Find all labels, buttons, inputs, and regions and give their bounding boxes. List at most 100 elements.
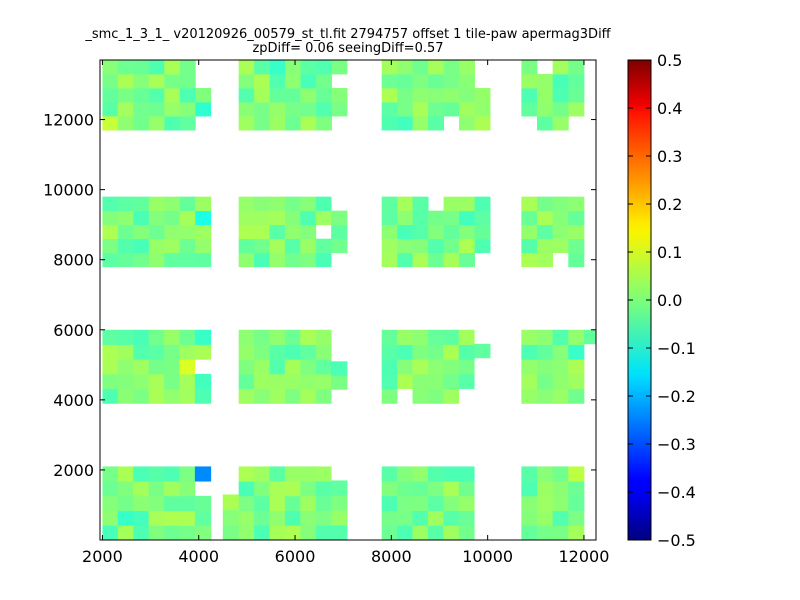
heatmap-cell	[428, 210, 445, 226]
heatmap-cell	[474, 88, 491, 103]
heatmap-cell	[117, 329, 134, 345]
heatmap-cell	[443, 388, 460, 404]
heatmap-cell	[102, 102, 119, 117]
heatmap-cell	[285, 74, 301, 89]
heatmap-cell	[381, 495, 398, 511]
heatmap-cell	[412, 329, 429, 345]
heatmap-cell	[238, 74, 255, 89]
heatmap-cell	[458, 373, 475, 390]
heatmap-cell	[254, 102, 271, 117]
heatmap-cell	[381, 344, 398, 360]
heatmap-cell	[102, 224, 119, 240]
heatmap-cell	[412, 102, 429, 117]
heatmap-cell	[133, 525, 150, 541]
heatmap-cell	[427, 388, 444, 404]
heatmap-cell	[148, 388, 165, 404]
heatmap-cell	[412, 359, 429, 375]
heatmap-cell	[300, 102, 317, 117]
heatmap-cell	[537, 224, 554, 240]
heatmap-cell	[133, 196, 150, 212]
heatmap-cell	[300, 525, 317, 541]
heatmap-cell	[102, 252, 119, 268]
heatmap-cell	[102, 466, 119, 482]
heatmap-cell	[381, 329, 398, 345]
colorbar-tick-label: 0.5	[657, 51, 682, 70]
heatmap-cell	[117, 525, 134, 541]
heatmap-cell	[179, 481, 196, 497]
heatmap-cell	[254, 481, 270, 497]
heatmap-cell	[133, 224, 150, 240]
heatmap-cell	[316, 116, 332, 131]
colorbar-tick-label: −0.3	[657, 435, 696, 454]
heatmap-cell	[428, 60, 445, 75]
heatmap-cell	[117, 60, 134, 75]
heatmap-cell	[164, 495, 180, 511]
heatmap-cell	[117, 210, 134, 226]
heatmap-cell	[521, 238, 538, 254]
heatmap-cell	[284, 210, 301, 226]
heatmap-cell	[568, 88, 585, 103]
heatmap-cell	[254, 60, 271, 75]
heatmap-cell	[269, 210, 286, 226]
heatmap-cell	[102, 525, 119, 541]
heatmap-cell	[381, 481, 398, 497]
heatmap-cell	[397, 481, 413, 497]
heatmap-cell	[195, 196, 212, 212]
heatmap-cell	[331, 238, 348, 254]
heatmap-cell	[148, 252, 165, 268]
heatmap-cell	[331, 60, 348, 75]
heatmap-cell	[537, 525, 554, 541]
heatmap-cell	[412, 88, 429, 103]
heatmap-cell	[148, 329, 165, 345]
heatmap-cell	[194, 510, 212, 526]
heatmap-cell	[117, 102, 134, 117]
heatmap-cell	[148, 466, 165, 482]
heatmap-cell	[443, 74, 460, 89]
heatmap-cell	[537, 510, 554, 526]
heatmap-cell	[568, 373, 585, 390]
heatmap-cell	[331, 361, 348, 376]
heatmap-cell	[521, 525, 538, 541]
heatmap-cell	[117, 238, 134, 254]
heatmap-cell	[331, 210, 348, 226]
heatmap-cell	[331, 480, 348, 496]
heatmap-cell	[443, 344, 460, 360]
heatmap-cell	[117, 224, 134, 240]
heatmap-cell	[269, 224, 286, 240]
heatmap-cell	[459, 196, 475, 212]
heatmap-cell	[552, 329, 569, 345]
heatmap-cell	[117, 116, 134, 131]
chart-title-line2: zpDiff= 0.06 seeingDiff=0.57	[252, 41, 443, 56]
heatmap-cell	[254, 525, 270, 541]
heatmap-cell	[568, 525, 585, 541]
heatmap-cell	[269, 252, 286, 268]
heatmap-cell	[102, 481, 119, 497]
heatmap-cell	[148, 210, 165, 226]
heatmap-cell	[443, 525, 460, 541]
heatmap-cell	[428, 224, 445, 240]
heatmap-cell	[537, 196, 554, 212]
heatmap-cell	[102, 88, 119, 103]
heatmap-cell	[284, 481, 301, 497]
heatmap-cell	[164, 481, 180, 497]
heatmap-cell	[412, 252, 429, 268]
heatmap-cell	[285, 116, 301, 131]
heatmap-cell	[195, 252, 212, 268]
heatmap-cell	[397, 510, 413, 526]
heatmap-cell	[568, 74, 585, 89]
heatmap-cell	[238, 495, 255, 511]
heatmap-cell	[315, 495, 332, 511]
heatmap-cell	[381, 74, 398, 89]
heatmap-cell	[269, 329, 286, 345]
heatmap-cell	[427, 495, 444, 511]
heatmap-cell	[537, 102, 554, 117]
heatmap-cell	[164, 510, 180, 526]
heatmap-cell	[133, 88, 150, 103]
heatmap-cell	[315, 344, 332, 360]
heatmap-cell	[315, 238, 332, 254]
heatmap-cell	[427, 373, 444, 390]
heatmap-cell	[397, 60, 414, 75]
heatmap-cell	[459, 88, 475, 103]
heatmap-cell	[397, 466, 413, 482]
heatmap-cell	[133, 116, 150, 131]
